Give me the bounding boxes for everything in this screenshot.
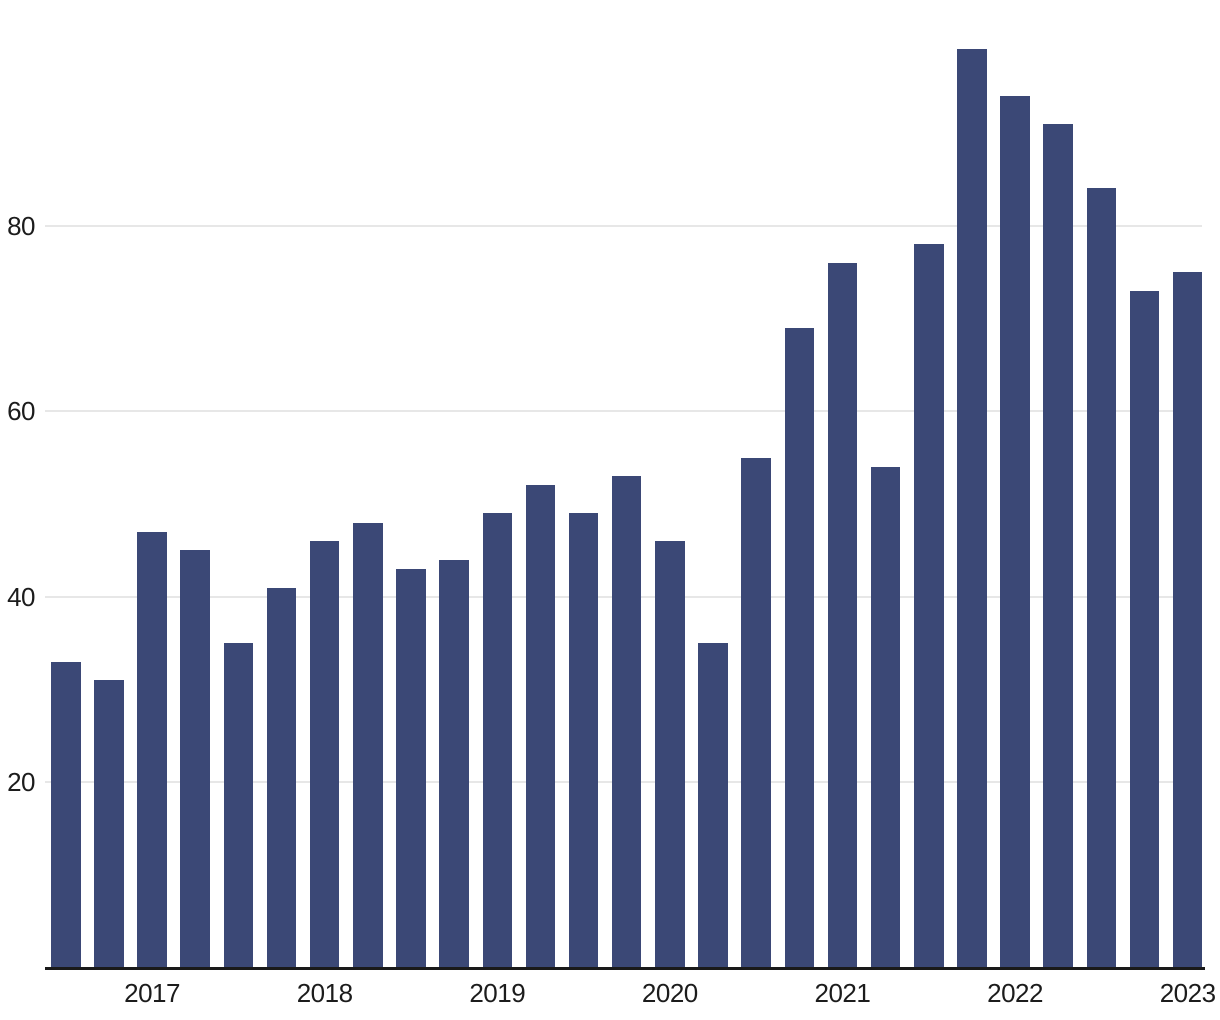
bar-2019-Q2 bbox=[525, 485, 556, 968]
x-tick-label-2022: 2022 bbox=[987, 978, 1043, 1008]
bar-2021-Q3 bbox=[914, 244, 944, 968]
bar-2023-Q1 bbox=[1172, 272, 1203, 968]
x-tick-label-2019: 2019 bbox=[469, 978, 526, 1008]
bar-2022-Q1 bbox=[1000, 95, 1030, 968]
x-tick-label-2023: 2023 bbox=[1159, 978, 1216, 1008]
bar-2020-Q2 bbox=[698, 643, 728, 968]
y-tick-label-80: 80 bbox=[7, 210, 35, 241]
bar-2019-Q4 bbox=[611, 476, 642, 968]
bar-2016-Q4 bbox=[94, 680, 124, 968]
bar-2018-Q2 bbox=[353, 522, 383, 968]
bar-2022-Q4 bbox=[1129, 290, 1160, 968]
bar-2018-Q1 bbox=[309, 541, 340, 968]
bar-2021-Q1 bbox=[827, 262, 858, 968]
x-tick-label-2018: 2018 bbox=[296, 978, 353, 1008]
bar-2017-Q4 bbox=[266, 587, 297, 968]
bar-2018-Q3 bbox=[396, 568, 426, 968]
bar-2017-Q3 bbox=[223, 643, 254, 968]
x-tick-label-2017: 2017 bbox=[124, 978, 180, 1008]
x-tick-label-2020: 2020 bbox=[641, 978, 698, 1008]
bar-2017-Q2 bbox=[180, 550, 210, 968]
y-tick-label-60: 60 bbox=[7, 396, 35, 427]
bar-2018-Q4 bbox=[439, 559, 469, 968]
bar-2022-Q2 bbox=[1043, 123, 1073, 968]
bar-2016-Q3 bbox=[51, 661, 81, 968]
bar-2020-Q1 bbox=[655, 541, 685, 968]
bar-2017-Q1 bbox=[137, 531, 167, 968]
y-tick-label-40: 40 bbox=[7, 581, 35, 612]
y-tick-label-20: 20 bbox=[7, 767, 35, 798]
bar-2021-Q4 bbox=[957, 49, 987, 968]
x-tick-label-2021: 2021 bbox=[814, 978, 871, 1008]
x-axis-line bbox=[45, 966, 1205, 970]
bar-2019-Q1 bbox=[482, 513, 512, 968]
bar-2019-Q3 bbox=[568, 513, 599, 968]
bar-2020-Q3 bbox=[741, 457, 771, 968]
bar-2020-Q4 bbox=[784, 327, 815, 968]
bar-2022-Q3 bbox=[1086, 188, 1117, 968]
bar-2021-Q2 bbox=[870, 466, 901, 968]
